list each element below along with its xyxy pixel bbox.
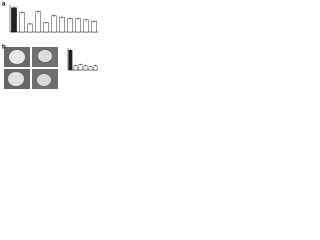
- bar: [75, 18, 81, 33]
- bar: [67, 18, 73, 33]
- micrograph-tissue: [8, 72, 24, 86]
- micrographs: [4, 47, 58, 89]
- bar: [27, 23, 33, 33]
- bar: [35, 11, 41, 33]
- panel-label: a: [2, 2, 6, 8]
- figure: ab: [2, 2, 98, 89]
- bar: [91, 21, 97, 33]
- bar: [83, 19, 89, 33]
- bar: [19, 12, 25, 33]
- bar: [59, 16, 65, 33]
- bar: [68, 50, 73, 71]
- panel-label: b: [2, 45, 6, 51]
- micrograph-tissue: [37, 74, 51, 86]
- bar: [51, 15, 57, 33]
- bar: [43, 22, 49, 33]
- micrograph-tissue: [38, 50, 52, 62]
- micrograph-tissue: [9, 50, 25, 64]
- bar: [11, 7, 17, 33]
